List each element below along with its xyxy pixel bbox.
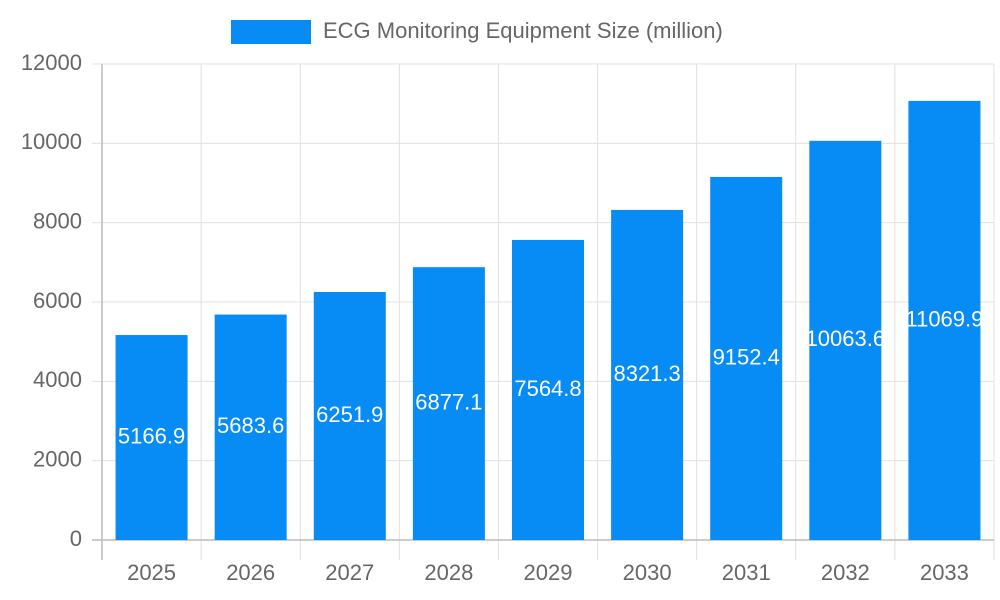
legend-label: ECG Monitoring Equipment Size (million) — [323, 18, 723, 43]
x-tick-label: 2029 — [524, 560, 573, 585]
x-tick-label: 2025 — [127, 560, 176, 585]
bar — [115, 335, 188, 540]
bar — [710, 176, 783, 540]
y-tick-label: 12000 — [21, 50, 82, 75]
x-tick-label: 2027 — [325, 560, 374, 585]
data-label: 10063.6 — [806, 326, 886, 351]
y-tick-label: 10000 — [21, 129, 82, 154]
data-label: 9152.4 — [713, 344, 780, 369]
x-tick-label: 2030 — [623, 560, 672, 585]
legend-swatch — [231, 20, 311, 44]
y-tick-label: 2000 — [33, 446, 82, 471]
data-label: 7564.8 — [514, 376, 581, 401]
bar — [214, 314, 287, 540]
data-label: 6877.1 — [415, 389, 482, 414]
x-tick-label: 2032 — [821, 560, 870, 585]
data-label: 5683.6 — [217, 413, 284, 438]
bar — [809, 140, 882, 540]
bar — [908, 100, 981, 540]
bar — [611, 209, 684, 541]
bar — [412, 267, 485, 540]
x-tick-label: 2026 — [226, 560, 275, 585]
bar — [512, 239, 584, 540]
data-label: 6251.9 — [316, 402, 383, 427]
data-label: 11069.9 — [905, 306, 983, 331]
x-tick-label: 2031 — [722, 560, 771, 585]
data-label: 5166.9 — [118, 423, 185, 448]
y-tick-label: 0 — [70, 526, 82, 551]
bar — [313, 292, 386, 540]
y-tick-label: 4000 — [33, 367, 82, 392]
x-tick-label: 2028 — [424, 560, 473, 585]
x-tick-label: 2033 — [920, 560, 969, 585]
y-tick-label: 8000 — [33, 208, 82, 233]
data-label: 8321.3 — [613, 361, 680, 386]
y-tick-label: 6000 — [33, 288, 82, 313]
